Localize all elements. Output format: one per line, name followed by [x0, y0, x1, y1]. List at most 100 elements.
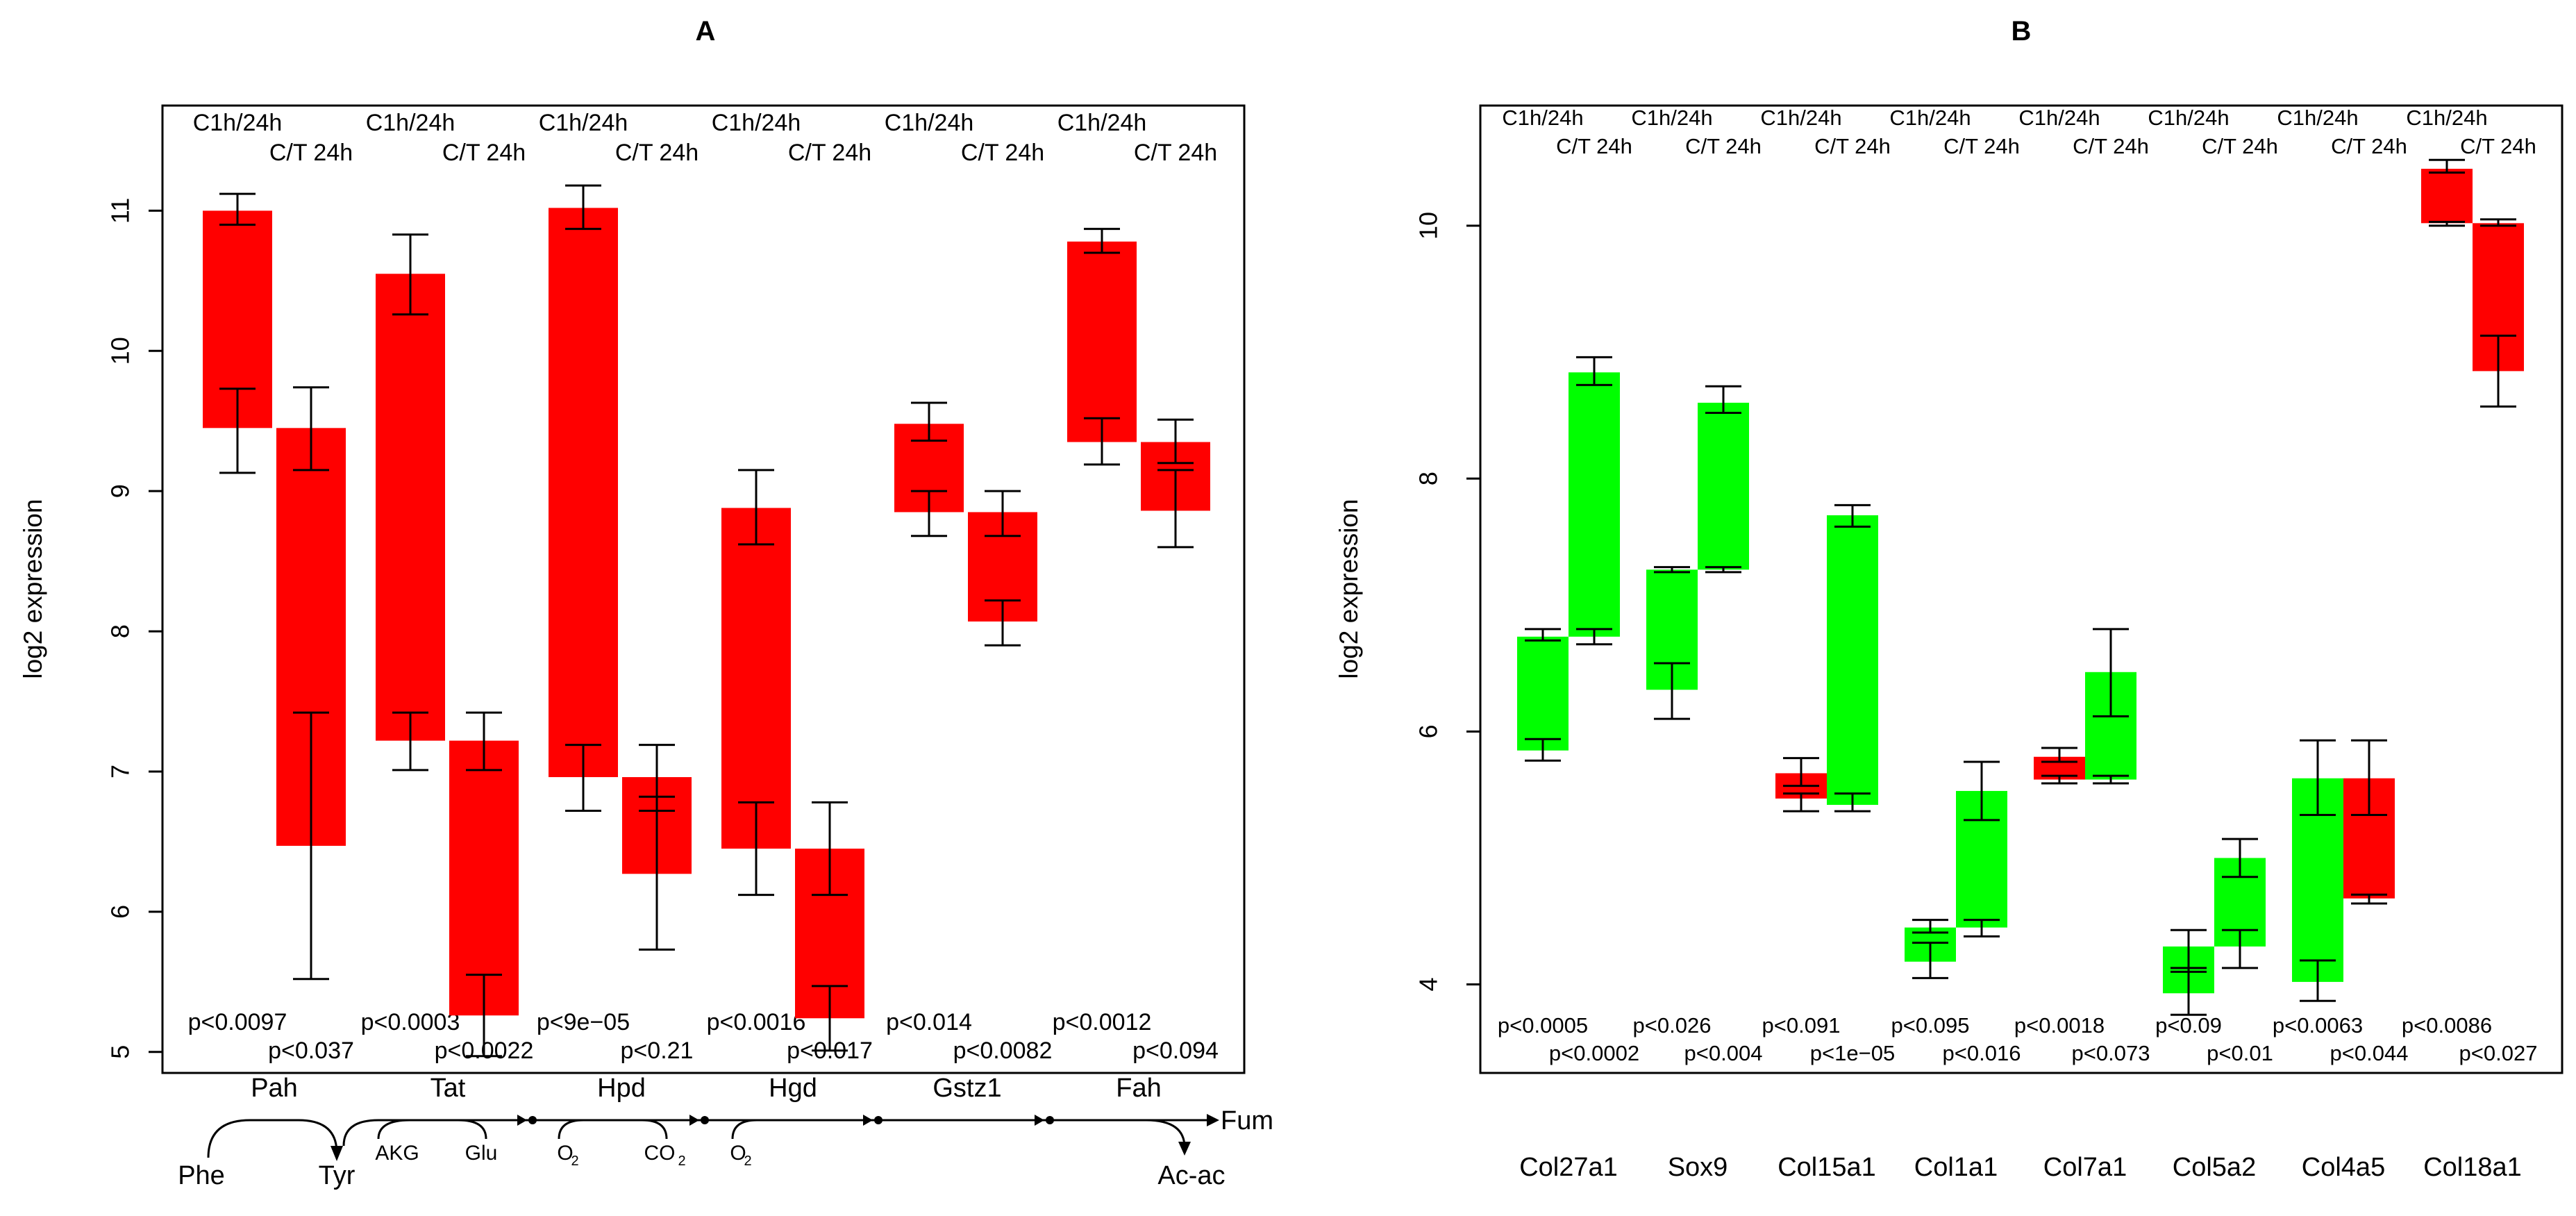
- panel-a-p-value-hpd: p<9e−05: [537, 1009, 630, 1035]
- metabolite-label-tyr: Tyr: [319, 1161, 356, 1190]
- panel-b-p-value-col5a2: p<0.01: [2207, 1041, 2273, 1065]
- panel-a-marks: 5 6 7 8 9 10 11 C1h/24h p<0.0097 C/T 24h p<0.037 C1…: [106, 110, 1219, 1064]
- cofactor-label-co2: CO: [644, 1142, 676, 1165]
- panel-a-p-value-pah: p<0.037: [268, 1038, 354, 1064]
- pathway-arrowhead: [1035, 1115, 1044, 1126]
- pathway-diagram: Pah Tat Hpd Hgd Gstz1 Fah Phe Tyr Fum Ac-ac AKG Glu…: [178, 1074, 1273, 1190]
- panel-a-title: A: [696, 16, 716, 47]
- panel-a-p-value-tat: p<0.0022: [435, 1038, 534, 1064]
- panel-b-gene-label-col18a1: Col18a1: [2423, 1153, 2522, 1182]
- panel-a-header-label: C1h/24h: [1057, 110, 1147, 136]
- pathway-arrowhead: [689, 1115, 699, 1126]
- panel-b-p-value-col4a5: p<0.0063: [2273, 1013, 2363, 1038]
- panel-a-p-value-gstz1: p<0.0082: [953, 1038, 1053, 1064]
- panel-a: A log2 expression 5 6 7 8 9 10 11 C1h/24h p<0.00…: [19, 16, 1273, 1190]
- panel-a-y-tick-label: 6: [106, 905, 135, 919]
- pathway-arrowhead: [1207, 1114, 1219, 1126]
- cofactor-subscript: 2: [571, 1153, 578, 1169]
- panel-b-bar-col27a1-ct-24h: [1569, 372, 1620, 637]
- panel-b: B log2 expression 4 6 8 10 C1h/24h p<0.0005 C/…: [1335, 16, 2564, 1182]
- panel-b-gene-label-sox9: Sox9: [1668, 1153, 1728, 1182]
- pathway-arrowhead: [1178, 1142, 1191, 1156]
- panel-b-p-value-col27a1: p<0.0002: [1549, 1041, 1639, 1065]
- panel-a-bar-tat-c1h-24h: [376, 274, 445, 741]
- panel-b-gene-label-col5a2: Col5a2: [2173, 1153, 2256, 1182]
- pathway-cofactor-arc: [458, 1119, 487, 1140]
- panel-b-header-label: C/T 24h: [1814, 134, 1891, 158]
- panel-a-p-value-hgd: p<0.017: [787, 1038, 873, 1064]
- panel-a-header-label: C/T 24h: [442, 140, 526, 166]
- panel-b-p-value-col18a1: p<0.0086: [2402, 1013, 2492, 1038]
- pathway-gene-label-hgd: Hgd: [769, 1074, 817, 1103]
- pathway-intermediate-dot: [1046, 1116, 1054, 1124]
- panel-a-header-label: C/T 24h: [615, 140, 699, 166]
- panel-b-bar-col18a1-c1h-24h: [2421, 169, 2473, 224]
- panel-b-y-tick-label: 10: [1414, 212, 1443, 240]
- panel-a-header-label: C1h/24h: [885, 110, 974, 136]
- panel-a-bar-hpd-c1h-24h: [549, 208, 618, 778]
- panel-b-p-value-col1a1: p<0.016: [1943, 1041, 2021, 1065]
- panel-a-header-label: C/T 24h: [961, 140, 1044, 166]
- pathway-arrowhead: [331, 1146, 343, 1161]
- panel-b-p-value-sox9: p<0.026: [1633, 1013, 1712, 1038]
- panel-b-header-label: C1h/24h: [1631, 106, 1712, 130]
- panel-a-y-tick-label: 10: [106, 337, 135, 365]
- metabolite-label-phe: Phe: [178, 1161, 225, 1190]
- panel-a-p-value-hgd: p<0.0016: [707, 1009, 806, 1035]
- panel-b-p-value-col7a1: p<0.0018: [2014, 1013, 2105, 1038]
- panel-b-y-tick-label: 4: [1414, 978, 1443, 992]
- panel-b-p-value-col4a5: p<0.044: [2330, 1041, 2409, 1065]
- cofactor-label-o2: O: [730, 1142, 746, 1165]
- panel-b-gene-label-col7a1: Col7a1: [2043, 1153, 2127, 1182]
- cofactor-subscript: 2: [678, 1153, 685, 1169]
- panel-a-bar-hgd-c1h-24h: [721, 508, 791, 849]
- panel-b-header-label: C1h/24h: [2148, 106, 2229, 130]
- panel-b-p-value-col5a2: p<0.09: [2155, 1013, 2222, 1038]
- panel-a-y-tick-label: 7: [106, 765, 135, 778]
- panel-b-y-tick-label: 6: [1414, 724, 1443, 738]
- pathway-cofactor-arc: [558, 1119, 584, 1140]
- pathway-intermediate-dot: [528, 1116, 537, 1124]
- metabolite-label-fum: Fum: [1221, 1106, 1273, 1135]
- cofactor-label-glu: Glu: [465, 1142, 498, 1165]
- panel-b-header-label: C/T 24h: [2331, 134, 2407, 158]
- pathway-arc-pah: [207, 1119, 338, 1158]
- panel-a-bar-tat-ct-24h: [449, 740, 519, 1016]
- panel-b-gene-label-col1a1: Col1a1: [1914, 1153, 1998, 1182]
- panel-b-header-label: C1h/24h: [1760, 106, 1841, 130]
- cofactor-label-akg: AKG: [375, 1142, 419, 1165]
- pathway-gene-label-hpd: Hpd: [597, 1074, 646, 1103]
- pathway-gene-label-fah: Fah: [1116, 1074, 1161, 1103]
- panel-b-plot-frame: [1479, 104, 2564, 1074]
- panel-b-header-label: C/T 24h: [2073, 134, 2149, 158]
- panel-a-p-value-pah: p<0.0097: [188, 1009, 287, 1035]
- panel-b-p-value-col15a1: p<0.091: [1762, 1013, 1841, 1038]
- panel-a-y-tick-label: 8: [106, 624, 135, 638]
- cofactor-label-o2: O: [557, 1142, 573, 1165]
- panel-b-header-label: C/T 24h: [1685, 134, 1762, 158]
- panel-b-y-axis-label: log2 expression: [1335, 499, 1363, 678]
- panel-b-p-value-col1a1: p<0.095: [1891, 1013, 1970, 1038]
- panel-b-header-label: C/T 24h: [1556, 134, 1632, 158]
- panel-a-y-tick-label: 9: [106, 484, 135, 498]
- panel-a-p-value-hpd: p<0.21: [621, 1038, 694, 1064]
- panel-a-y-tick-label: 5: [106, 1045, 135, 1059]
- pathway-gene-label-tat: Tat: [430, 1074, 466, 1103]
- panel-b-header-label: C1h/24h: [1889, 106, 1971, 130]
- pathway-intermediate-dot: [874, 1116, 883, 1124]
- panel-a-p-value-tat: p<0.0003: [361, 1009, 460, 1035]
- panel-b-header-label: C1h/24h: [2406, 106, 2487, 130]
- panel-a-header-label: C1h/24h: [712, 110, 801, 136]
- panel-a-bar-fah-c1h-24h: [1067, 241, 1137, 442]
- panel-b-p-value-col27a1: p<0.0005: [1498, 1013, 1588, 1038]
- panel-b-header-label: C1h/24h: [1502, 106, 1583, 130]
- panel-a-y-tick-label: 11: [106, 198, 135, 224]
- pathway-cofactor-arc: [731, 1119, 758, 1140]
- panel-b-header-label: C/T 24h: [1943, 134, 2020, 158]
- panel-a-header-label: C1h/24h: [193, 110, 283, 136]
- panel-b-bar-col15a1-ct-24h: [1827, 515, 1878, 805]
- panel-b-bar-col27a1-c1h-24h: [1517, 636, 1569, 751]
- pathway-arc-fah: [1145, 1119, 1186, 1148]
- panel-b-p-value-col18a1: p<0.027: [2459, 1041, 2538, 1065]
- panel-a-plot-frame: [161, 104, 1246, 1074]
